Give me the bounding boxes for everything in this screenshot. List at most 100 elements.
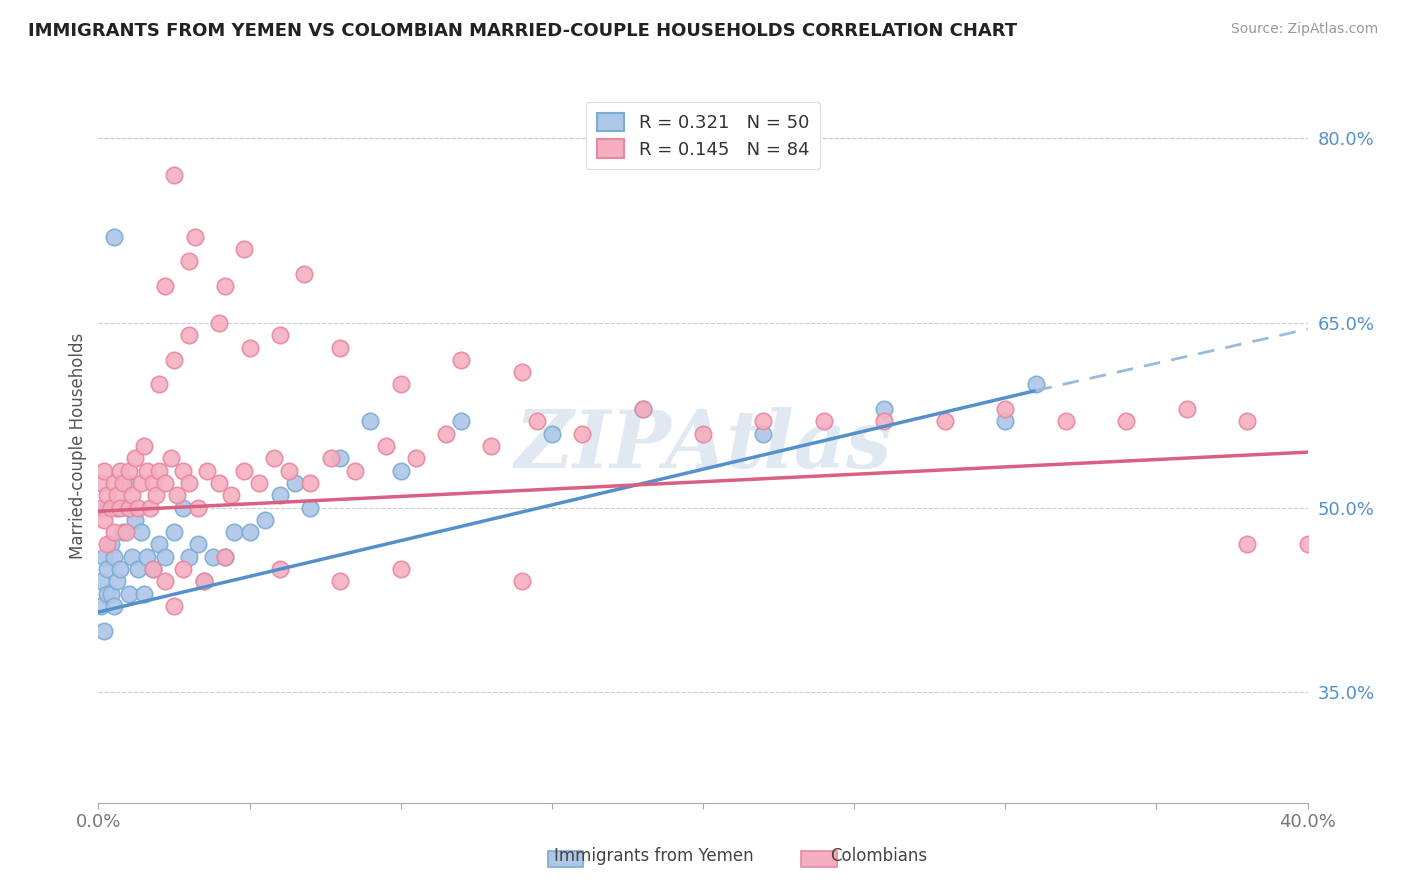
Point (232, 242, 254, 256)
Point (299, 500, 322, 515)
Point (1115, 414, 1137, 428)
Point (100, 537, 122, 551)
Point (292, 267, 315, 281)
Point (142, 562, 165, 576)
Point (132, 587, 155, 601)
Point (90, 475, 112, 490)
Point (329, 451, 352, 466)
Point (103, 230, 125, 244)
Point (752, 414, 775, 428)
Point (108, 500, 131, 515)
Point (193, 574, 215, 589)
Point (481, 439, 503, 453)
Point (121, 488, 143, 502)
Point (108, 562, 131, 576)
Point (214, 549, 236, 564)
Point (163, 352, 186, 367)
Point (224, 525, 246, 540)
Point (214, 549, 236, 564)
Point (571, 426, 593, 441)
Point (360, 414, 382, 428)
Point (135, 549, 157, 564)
Point (1236, 414, 1258, 428)
Point (127, 500, 149, 515)
Point (994, 402, 1017, 417)
Point (253, 513, 276, 527)
Point (232, 464, 254, 478)
Point (148, 537, 170, 551)
Point (179, 475, 201, 490)
Point (284, 475, 307, 490)
Point (208, 475, 231, 490)
Point (239, 525, 262, 540)
Point (208, 316, 231, 330)
Point (934, 414, 956, 428)
Point (187, 500, 209, 515)
Point (1175, 402, 1198, 417)
Point (1024, 377, 1046, 392)
Point (374, 439, 396, 453)
Point (994, 414, 1017, 428)
Point (135, 464, 157, 478)
Point (118, 500, 141, 515)
Point (105, 500, 128, 515)
Point (299, 475, 322, 490)
Point (510, 574, 533, 589)
Point (121, 549, 143, 564)
Point (540, 426, 562, 441)
Point (96, 537, 118, 551)
Point (172, 500, 194, 515)
Point (389, 377, 412, 392)
Point (269, 562, 291, 576)
Point (127, 562, 149, 576)
Point (118, 464, 141, 478)
Point (179, 328, 201, 343)
Point (195, 464, 218, 478)
Point (145, 488, 167, 502)
Point (96, 587, 118, 601)
Point (111, 475, 134, 490)
Point (631, 402, 654, 417)
Point (93, 624, 115, 638)
Point (389, 464, 412, 478)
Point (329, 341, 352, 355)
Point (172, 562, 194, 576)
Point (172, 464, 194, 478)
Y-axis label: Married-couple Households: Married-couple Households (69, 333, 87, 559)
Point (1236, 537, 1258, 551)
Point (187, 537, 209, 551)
Point (96, 562, 118, 576)
Point (389, 562, 412, 576)
Point (202, 549, 225, 564)
Point (100, 587, 122, 601)
Point (1296, 537, 1319, 551)
Text: ZIPAtlas: ZIPAtlas (515, 408, 891, 484)
Point (321, 451, 343, 466)
Point (179, 254, 201, 268)
Point (631, 402, 654, 417)
Point (163, 525, 186, 540)
Point (510, 365, 533, 379)
Point (163, 169, 186, 183)
Point (344, 464, 367, 478)
Point (132, 439, 155, 453)
Point (114, 525, 136, 540)
Point (163, 599, 186, 613)
Point (153, 549, 176, 564)
Point (179, 549, 201, 564)
Point (269, 328, 291, 343)
Point (118, 500, 141, 515)
Point (221, 488, 243, 502)
Point (118, 587, 141, 601)
Point (813, 414, 835, 428)
Point (93, 464, 115, 478)
Point (124, 513, 146, 527)
Point (329, 574, 352, 589)
Text: Immigrants from Yemen: Immigrants from Yemen (554, 847, 754, 865)
Point (100, 500, 122, 515)
Point (103, 549, 125, 564)
Point (93, 549, 115, 564)
Point (148, 377, 170, 392)
Text: Source: ZipAtlas.com: Source: ZipAtlas.com (1230, 22, 1378, 37)
Point (160, 451, 183, 466)
